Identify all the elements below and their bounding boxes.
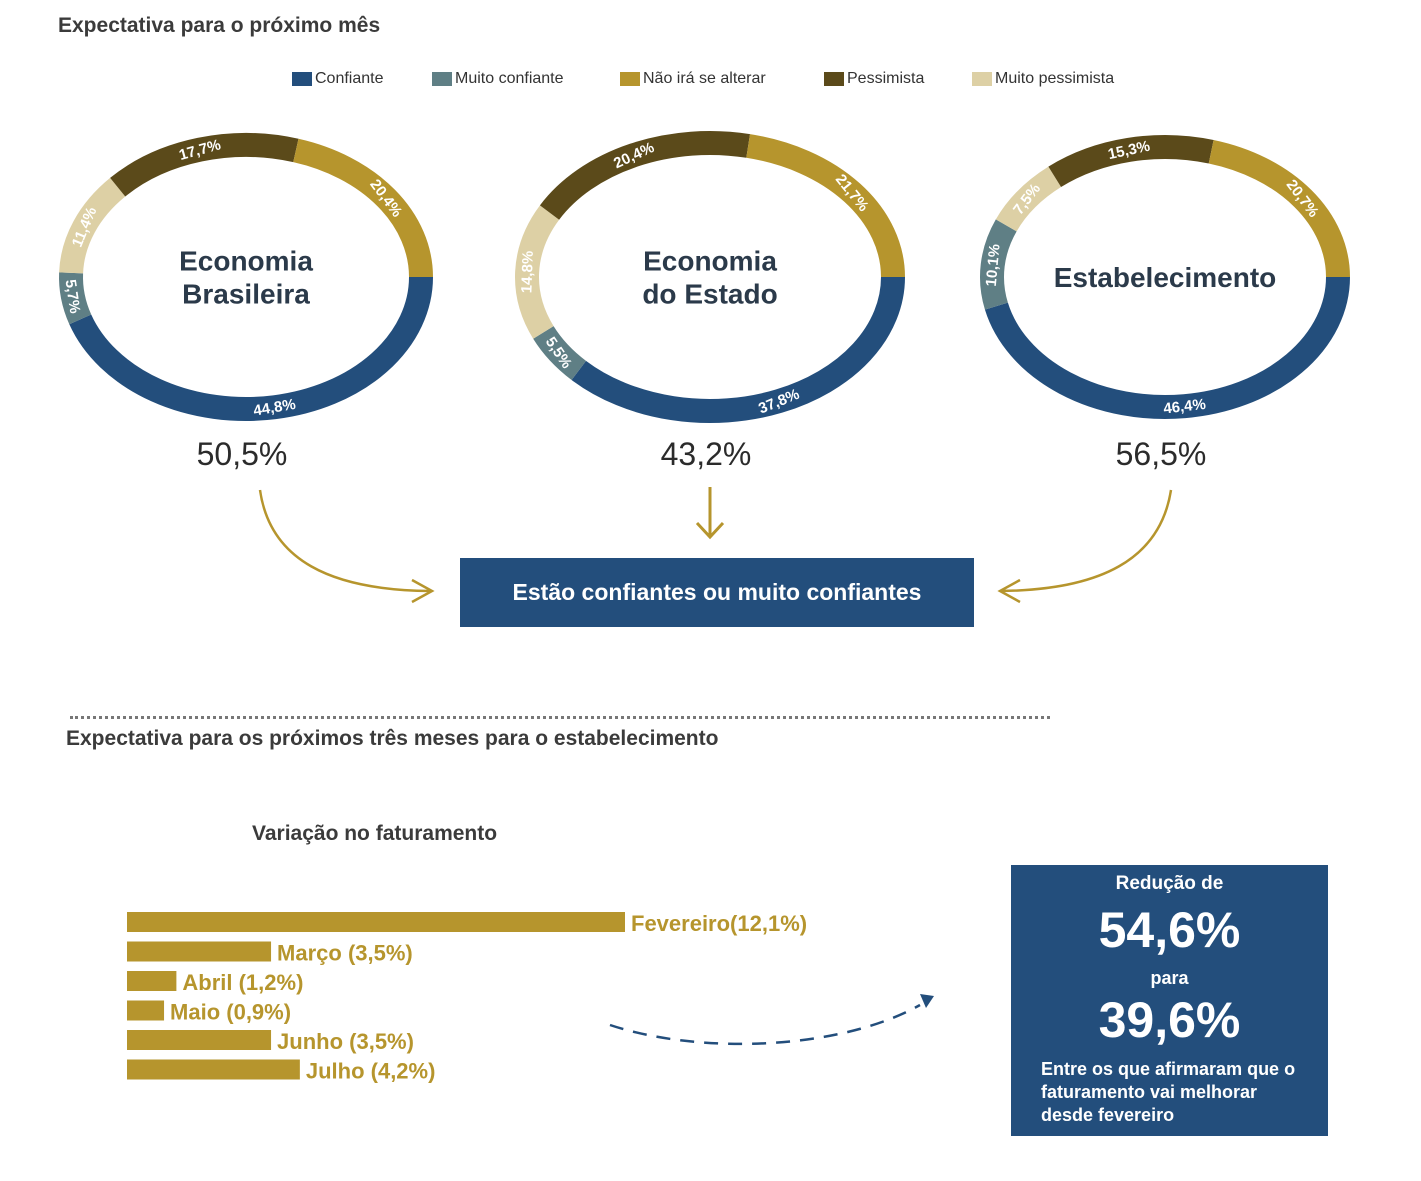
summary-label-to: para (1150, 968, 1189, 988)
confident-callout-box: Estão confiantes ou muito confiantes (460, 558, 974, 627)
donut-segment (746, 134, 905, 278)
revenue-bar-label: Maio (0,9%) (170, 1000, 291, 1025)
revenue-bar (127, 1030, 272, 1050)
revenue-bar-label: Fevereiro(12,1%) (631, 911, 807, 936)
arrow-right-curve (999, 489, 1173, 593)
section-title-three-months: Expectativa para os próximos três meses … (66, 727, 719, 750)
revenue-bar (127, 971, 177, 991)
donut-segment-label: 5,7% (61, 278, 83, 314)
summary-value-from: 54,6% (1098, 902, 1241, 958)
summary-label-reduction: Redução de (1115, 873, 1224, 894)
legend-item: Não irá se alterar (620, 70, 766, 88)
summary-value-to: 39,6% (1098, 992, 1241, 1048)
bar-chart-title: Variação no faturamento (252, 822, 498, 845)
donut-segment (110, 133, 299, 197)
donut-center-title: Estabelecimento (1054, 262, 1277, 293)
summary-note: Entre os que afirmaram que o faturamento… (1041, 1059, 1296, 1125)
donut-center-title: do Estado (642, 279, 777, 310)
donut-segment (539, 131, 751, 220)
arrow-right-head (997, 578, 1021, 604)
legend-swatch (620, 72, 640, 86)
legend-item: Pessimista (824, 70, 924, 88)
dashed-arrow-curve (609, 1003, 921, 1046)
revenue-bar-label: Junho (3,5%) (277, 1029, 414, 1054)
donut-segment (515, 205, 560, 339)
legend-item: Confiante (292, 70, 384, 88)
revenue-bar (127, 1000, 165, 1021)
donut-center-title: Economia (179, 246, 313, 277)
legend-swatch (292, 72, 312, 86)
donut-segment-label: 10,1% (983, 243, 1004, 287)
revenue-bar (127, 941, 272, 962)
dotted-divider (70, 716, 1050, 719)
donut-total-confident: 56,5% (1116, 436, 1207, 472)
donut-segment (533, 325, 587, 380)
donut-segment (995, 166, 1062, 232)
donut-segment (571, 276, 905, 423)
legend-item: Muito confiante (432, 70, 564, 88)
donut-total-confident: 50,5% (197, 436, 288, 472)
reduction-summary-box: Redução de 54,6% para 39,6% Entre os que… (1011, 865, 1328, 1136)
section-title-next-month: Expectativa para o próximo mês (58, 14, 381, 37)
legend-swatch (432, 72, 452, 86)
legend-swatch (972, 72, 992, 86)
donut-segment-label: 44,8% (252, 396, 297, 420)
legend-label: Pessimista (847, 70, 925, 87)
donut-center-title: Brasileira (182, 279, 310, 310)
donut-segment-label: 46,4% (1162, 396, 1206, 418)
legend-label: Confiante (315, 70, 384, 87)
donut-segment-label: 14,8% (518, 250, 537, 293)
revenue-bar (127, 1059, 300, 1080)
donut-segment (1208, 139, 1350, 278)
donut-center-title: Economia (643, 246, 777, 277)
donut-segment (59, 177, 126, 274)
revenue-bar-label: Julho (4,2%) (306, 1059, 436, 1084)
donut-segment (293, 138, 433, 278)
arrow-left-head (411, 578, 435, 604)
legend-label: Não irá se alterar (643, 70, 766, 87)
arrow-center-head (695, 521, 725, 540)
arrow-left-curve (258, 489, 431, 593)
revenue-bar (127, 912, 625, 932)
donut-segment (1048, 135, 1214, 188)
legend-swatch (824, 72, 844, 86)
legend-label: Muito pessimista (995, 70, 1115, 87)
revenue-bar-label: Março (3,5%) (277, 941, 413, 966)
callout-label: Estão confiantes ou muito confiantes (512, 579, 922, 605)
legend-label: Muito confiante (455, 70, 564, 87)
revenue-bar-label: Abril (1,2%) (182, 970, 303, 995)
donut-segment (69, 276, 433, 421)
donut-segment (980, 219, 1017, 310)
legend-item: Muito pessimista (972, 70, 1114, 88)
donut-segment (984, 276, 1350, 419)
donut-total-confident: 43,2% (661, 436, 752, 472)
dashed-arrow-head (920, 994, 934, 1008)
donut-segment (59, 272, 92, 325)
